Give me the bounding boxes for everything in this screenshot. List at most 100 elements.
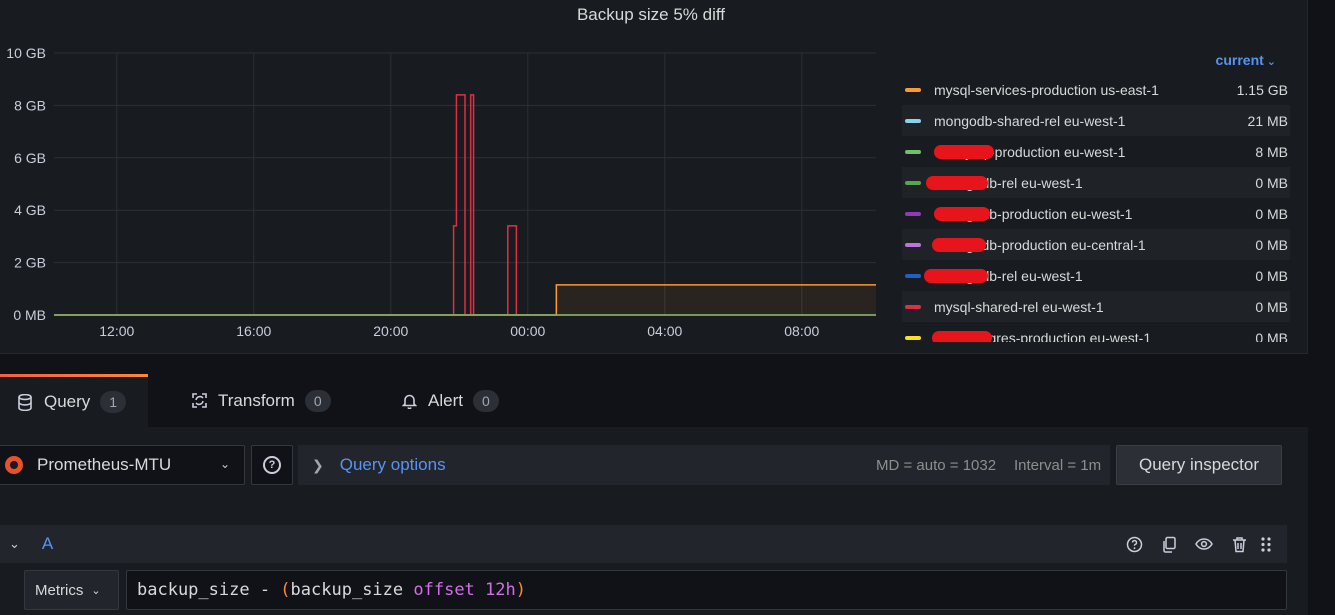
interval-text: Interval = 1m xyxy=(1014,457,1102,474)
query-editor: Prometheus-MTU ⌄ ? ❯ Query options MD = … xyxy=(0,427,1308,615)
legend-color-swatch[interactable] xyxy=(905,149,921,154)
eye-icon[interactable] xyxy=(1195,535,1213,553)
legend-table: current ⌄ mysql-services-production us-ea… xyxy=(902,44,1290,342)
x-axis-labels: 12:00 16:00 20:00 00:00 04:00 08:00 xyxy=(99,323,819,339)
legend-row[interactable]: mongodb-shared-rel eu-west-1 21 MB xyxy=(902,105,1290,136)
legend-series-name[interactable]: mysql-services-production us-east-1 xyxy=(934,81,1159,98)
query-options-label: Query options xyxy=(339,455,446,474)
chevron-down-icon: ⌄ xyxy=(91,584,101,597)
expr-token: 12h xyxy=(474,580,516,600)
query-name[interactable]: A xyxy=(41,534,54,553)
tab-transform-count: 0 xyxy=(304,389,331,412)
legend-row[interactable]: ce-mysql-production eu-west-1 8 MB xyxy=(902,136,1290,167)
legend-current-value: 8 MB xyxy=(1255,143,1288,160)
y-tick-label: 8 GB xyxy=(14,97,46,113)
datasource-name: Prometheus-MTU xyxy=(37,455,172,474)
legend-current-value: 0 MB xyxy=(1255,236,1288,253)
redaction-mark xyxy=(934,145,994,159)
datasource-picker[interactable]: Prometheus-MTU ⌄ xyxy=(0,445,245,485)
legend-series-name[interactable]: mongodb-shared-rel eu-west-1 xyxy=(934,112,1126,129)
chevron-right-icon: ❯ xyxy=(312,456,324,473)
y-tick-label: 2 GB xyxy=(14,255,46,271)
expr-token: ( xyxy=(280,580,291,600)
expr-token: backup_size - xyxy=(137,580,281,600)
chevron-down-icon[interactable]: ⌄ xyxy=(9,536,20,551)
tab-query-label: Query xyxy=(44,392,91,411)
bell-icon xyxy=(400,392,418,410)
redaction-mark xyxy=(932,331,992,342)
editor-tabs: Query 1 Transform 0 Alert 0 xyxy=(0,374,1335,427)
tab-alert-label: Alert xyxy=(428,390,463,410)
metrics-label: Metrics xyxy=(35,581,84,599)
legend-color-swatch[interactable] xyxy=(905,211,921,216)
y-tick-label: 0 MB xyxy=(13,307,46,323)
question-icon: ? xyxy=(263,456,281,474)
tab-query[interactable]: Query 1 xyxy=(0,374,148,427)
transform-icon xyxy=(190,392,208,410)
legend-sort-current[interactable]: current ⌄ xyxy=(1215,52,1276,68)
help-circle-icon[interactable] xyxy=(1125,535,1143,553)
graph-panel: Backup size 5% diff 0 MB 2 GB 4 GB 6 GB 8 GB… xyxy=(0,0,1308,354)
legend-color-swatch[interactable] xyxy=(905,273,921,278)
tab-alert[interactable]: Alert 0 xyxy=(400,374,499,427)
legend-current-value: 0 MB xyxy=(1255,298,1288,315)
database-icon xyxy=(16,393,34,411)
trash-icon[interactable] xyxy=(1230,535,1248,553)
series-area-fill xyxy=(54,284,876,315)
x-tick-label: 04:00 xyxy=(647,323,682,339)
tab-query-count: 1 xyxy=(100,391,127,413)
legend-color-swatch[interactable] xyxy=(905,304,921,309)
redaction-mark xyxy=(924,269,988,283)
legend-current-value: 0 MB xyxy=(1255,205,1288,222)
legend-current-value: 1.15 GB xyxy=(1236,81,1288,98)
series-line[interactable] xyxy=(54,94,876,316)
duplicate-icon[interactable] xyxy=(1160,535,1178,553)
legend-color-swatch[interactable] xyxy=(905,242,921,247)
legend-current-value: 21 MB xyxy=(1247,112,1288,129)
legend-series-name[interactable]: mysql-shared-rel eu-west-1 xyxy=(934,298,1104,315)
expr-token: offset xyxy=(413,580,475,600)
legend-color-swatch[interactable] xyxy=(905,335,921,340)
chevron-down-icon: ⌄ xyxy=(1266,56,1276,68)
y-tick-label: 4 GB xyxy=(14,202,46,218)
query-row-header: ⌄ A xyxy=(0,525,1287,563)
prometheus-icon xyxy=(5,456,23,474)
y-axis-labels: 0 MB 2 GB 4 GB 6 GB 8 GB 10 GB xyxy=(6,45,46,323)
legend-current-value: 0 MB xyxy=(1255,267,1288,284)
legend-row[interactable]: -mongodb-rel eu-west-1 0 MB xyxy=(902,260,1290,291)
x-tick-label: 16:00 xyxy=(236,323,271,339)
help-button[interactable]: ? xyxy=(251,445,293,485)
chevron-down-icon: ⌄ xyxy=(219,457,230,471)
x-tick-label: 08:00 xyxy=(784,323,819,339)
query-expression-input[interactable]: backup_size - (backup_size offset 12h) xyxy=(126,570,1287,610)
legend-row[interactable]: -mongodb-production eu-central-1 0 MB xyxy=(902,229,1290,260)
expr-token: backup_size xyxy=(290,580,414,600)
y-tick-label: 6 GB xyxy=(14,150,46,166)
legend-color-swatch[interactable] xyxy=(905,87,921,92)
legend-row[interactable]: -mongodb-production eu-west-1 0 MB xyxy=(902,198,1290,229)
tab-alert-count: 0 xyxy=(472,389,499,412)
metrics-browser-button[interactable]: Metrics ⌄ xyxy=(24,570,119,610)
x-tick-label: 12:00 xyxy=(99,323,134,339)
panel-title[interactable]: Backup size 5% diff xyxy=(576,5,726,24)
query-options-toggle[interactable]: ❯ Query options MD = auto = 1032 Interva… xyxy=(298,445,1110,485)
y-tick-label: 10 GB xyxy=(6,45,46,61)
legend-color-swatch[interactable] xyxy=(905,118,921,123)
query-inspector-button[interactable]: Query inspector xyxy=(1116,445,1282,485)
redaction-mark xyxy=(932,238,986,252)
legend-current-value: 0 MB xyxy=(1255,174,1288,191)
legend-series-name[interactable]: -mongodb-production eu-central-1 xyxy=(934,236,1146,253)
max-datapoints-text: MD = auto = 1032 xyxy=(876,457,997,474)
x-tick-label: 20:00 xyxy=(373,323,408,339)
x-tick-label: 00:00 xyxy=(510,323,545,339)
redaction-mark xyxy=(926,176,988,190)
legend-row[interactable]: mysql-shared-rel eu-west-1 0 MB xyxy=(902,291,1290,322)
legend-color-swatch[interactable] xyxy=(905,180,921,185)
tab-transform[interactable]: Transform 0 xyxy=(190,374,331,427)
legend-row[interactable]: -api-postgres-production eu-west-1 0 MB xyxy=(902,322,1290,342)
chart-series xyxy=(54,94,876,316)
drag-handle-icon[interactable] xyxy=(1257,535,1275,553)
legend-row[interactable]: mysql-services-production us-east-1 1.15 … xyxy=(902,74,1290,105)
legend-row[interactable]: -mongodb-rel eu-west-1 0 MB xyxy=(902,167,1290,198)
graph-chart: 0 MB 2 GB 4 GB 6 GB 8 GB 10 GB 12:00 16:00 20:0… xyxy=(6,45,876,339)
